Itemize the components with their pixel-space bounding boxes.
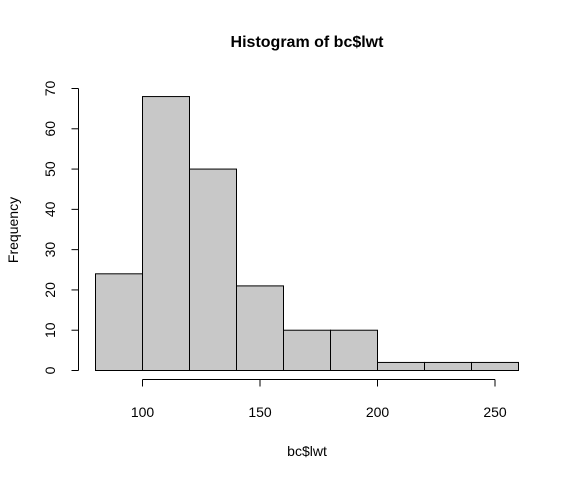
histogram-bar-120-140 xyxy=(189,168,237,371)
chart-title: Histogram of bc$lwt xyxy=(231,34,385,51)
histogram-bar-80-100 xyxy=(95,273,143,372)
y-tick-label-40: 40 xyxy=(42,201,58,217)
histogram-bar-200-220 xyxy=(377,361,425,372)
histogram-bar-160-180 xyxy=(283,329,331,372)
y-axis: 0 10 20 30 40 50 60 70 xyxy=(42,81,79,374)
y-tick-label-10: 10 xyxy=(42,322,58,338)
histogram-bar-140-160 xyxy=(236,285,284,371)
histogram-bar-100-120 xyxy=(142,96,190,372)
bars-group xyxy=(95,96,519,372)
x-tick-label-100: 100 xyxy=(131,404,155,420)
y-tick-label-60: 60 xyxy=(42,121,58,137)
y-tick-label-20: 20 xyxy=(42,282,58,298)
x-axis: 100 150 200 250 xyxy=(131,379,507,420)
y-tick-label-50: 50 xyxy=(42,161,58,177)
histogram-bar-220-240 xyxy=(424,361,472,372)
histogram-bar-240-260 xyxy=(471,361,519,372)
x-axis-label: bc$lwt xyxy=(287,443,327,459)
x-tick-label-150: 150 xyxy=(248,404,272,420)
y-axis-label: Frequency xyxy=(5,197,21,263)
x-tick-label-200: 200 xyxy=(366,404,390,420)
y-tick-label-0: 0 xyxy=(42,366,58,374)
y-tick-label-70: 70 xyxy=(42,81,58,97)
y-tick-label-30: 30 xyxy=(42,242,58,258)
histogram-bar-180-200 xyxy=(330,329,378,372)
x-tick-label-250: 250 xyxy=(483,404,507,420)
